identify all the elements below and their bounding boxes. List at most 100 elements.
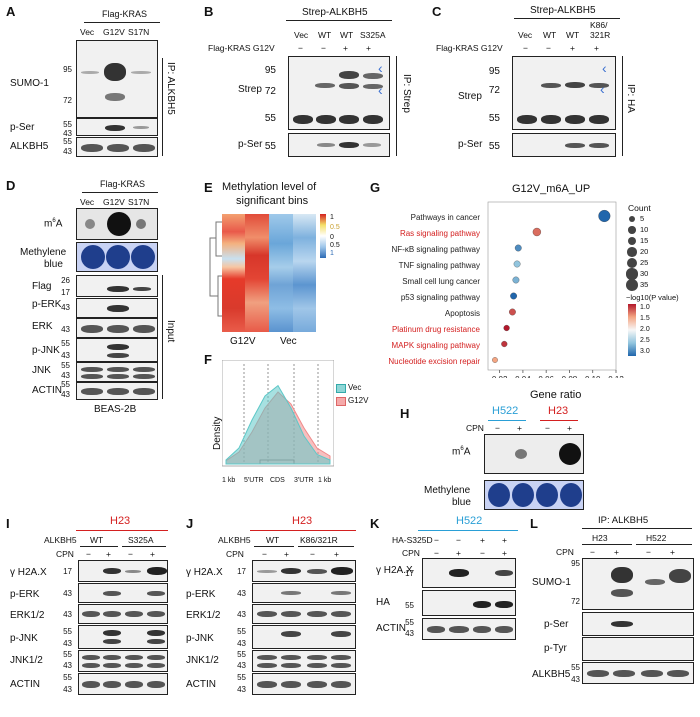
panel-g-count-dot <box>626 268 638 280</box>
panel-d-blot-jnk <box>76 362 158 382</box>
panel-b-flag-label: Flag-KRAS G12V <box>208 43 275 53</box>
panel-g-category-label: Ras signaling pathway <box>399 229 480 238</box>
panel-g-plot-frame <box>487 201 617 371</box>
panel-letter-a: A <box>6 4 16 19</box>
panel-d-mb-label-1: Methylene <box>20 247 67 258</box>
panel-l-header: IP: ALKBH5 <box>598 515 649 526</box>
marker: 95 <box>488 66 500 77</box>
panel-l-row: p-Tyr <box>544 643 567 654</box>
panel-l-row: ALKBH5 <box>532 669 571 680</box>
panel-k-sign: − <box>456 535 461 545</box>
panel-j-row: γ H2A.X <box>186 567 223 578</box>
marker: 43 <box>405 629 414 638</box>
panel-letter-f: F <box>204 352 212 367</box>
panel-c-sign: − <box>523 43 528 53</box>
panel-h-line-h23 <box>540 420 578 421</box>
panel-b-lane-4: S325A <box>360 30 386 40</box>
panel-letter-c: C <box>432 4 442 19</box>
panel-d-mb-label-2: blue <box>44 259 63 270</box>
marker: 43 <box>63 610 72 619</box>
panel-g-count-dot <box>626 257 638 269</box>
panel-i-blot <box>78 673 168 695</box>
marker: 55 <box>405 601 414 610</box>
panel-j-cpn-label: CPN <box>226 549 244 559</box>
panel-letter-k: K <box>370 516 380 531</box>
panel-f-xtick: 3′UTR <box>294 477 314 484</box>
panel-e-col-vec: Vec <box>280 336 297 347</box>
panel-a-side-line <box>162 58 163 156</box>
panel-f-legend-g12v: G12V <box>348 396 369 405</box>
panel-k-sign: − <box>434 535 439 545</box>
panel-a-blot-sumo1 <box>76 40 158 118</box>
panel-f-legend-swatch-vec <box>336 384 346 393</box>
panel-g-dot <box>512 276 520 284</box>
panel-b-sign: − <box>321 43 326 53</box>
panel-b-lane-2: WT <box>318 30 332 40</box>
panel-a-row-pser: p-Ser <box>10 122 35 133</box>
panel-b-arrow: ‹ <box>378 82 383 98</box>
panel-i-sign: − <box>86 549 91 559</box>
panel-h-cpn-label: CPN <box>466 423 484 433</box>
marker: 55 <box>63 627 72 636</box>
panel-g-xtick-label: 0.04 <box>515 375 531 378</box>
panel-g-count-dot <box>628 226 636 234</box>
marker: 26 <box>61 276 70 285</box>
panel-d-blot-flag <box>76 275 158 297</box>
panel-i-row: p-ERK <box>10 589 40 600</box>
panel-l-header-line <box>582 528 692 529</box>
panel-k-cell: H522 <box>456 515 483 527</box>
panel-letter-i: I <box>6 516 10 531</box>
marker: 43 <box>61 303 70 312</box>
panel-g-count-dot <box>628 215 636 223</box>
panel-j-row: p-JNK <box>186 633 214 644</box>
marker: 43 <box>237 589 246 598</box>
panel-g-count-dot <box>627 247 637 257</box>
panel-h-cell-h522: H522 <box>492 405 519 417</box>
panel-g-xtick-label: 0.10 <box>585 375 601 378</box>
panel-g-count-label: 5 <box>640 214 645 223</box>
panel-g-dot <box>510 292 517 300</box>
panel-g-category-label: Pathways in cancer <box>410 213 480 222</box>
marker: 43 <box>63 129 72 138</box>
panel-g-pv-tick: 1.5 <box>640 315 650 322</box>
panel-i-row: ERK1/2 <box>10 610 45 621</box>
panel-f-series-vec <box>225 384 331 465</box>
panel-g-count-label: 25 <box>640 258 649 267</box>
panel-e-scale: 0.5 <box>330 242 340 249</box>
panel-j-blot <box>252 604 356 624</box>
panel-a-side-label: IP: ALKBH5 <box>165 62 176 115</box>
panel-k-cpn-label: CPN <box>402 548 420 558</box>
panel-f-xtick: 1 kb <box>318 477 332 484</box>
panel-l-sign: − <box>590 547 595 557</box>
panel-l-blot <box>582 558 694 610</box>
marker: 43 <box>63 685 72 694</box>
panel-b-lane-1: Vec <box>294 30 309 40</box>
panel-g-count-label: 15 <box>640 236 649 245</box>
panel-k-sign: + <box>480 535 485 545</box>
panel-i-row: JNK1/2 <box>10 655 43 666</box>
panel-b-sign: + <box>366 43 371 53</box>
panel-b-sign: + <box>343 43 348 53</box>
panel-c-flag-label: Flag-KRAS G12V <box>436 43 503 53</box>
panel-a-header-line <box>84 22 160 23</box>
panel-b-sign: − <box>298 43 303 53</box>
panel-g-dot <box>532 227 542 237</box>
marker: 55 <box>488 113 500 124</box>
marker: 17 <box>237 567 246 576</box>
panel-i-group-s325a: S325A <box>128 535 154 545</box>
marker: 43 <box>63 639 72 648</box>
panel-a-lane-2: G12V <box>103 27 125 37</box>
panel-a-blot-pser <box>76 118 158 136</box>
panel-i-cell-line <box>76 530 168 531</box>
panel-d-header: Flag-KRAS <box>100 179 146 189</box>
panel-g-dot <box>492 357 498 363</box>
marker: 95 <box>264 65 276 76</box>
panel-b-row-pser: p-Ser <box>238 139 263 150</box>
panel-e-title-1: Methylation level of <box>222 181 317 193</box>
panel-k-ha-label: HA-S325D <box>392 535 433 545</box>
marker: 43 <box>61 325 70 334</box>
panel-d-row-jnk: JNK <box>32 365 51 376</box>
panel-g-count-label: 20 <box>640 247 649 256</box>
panel-i-blot <box>78 650 168 672</box>
panel-f-legend-vec: Vec <box>348 383 362 392</box>
